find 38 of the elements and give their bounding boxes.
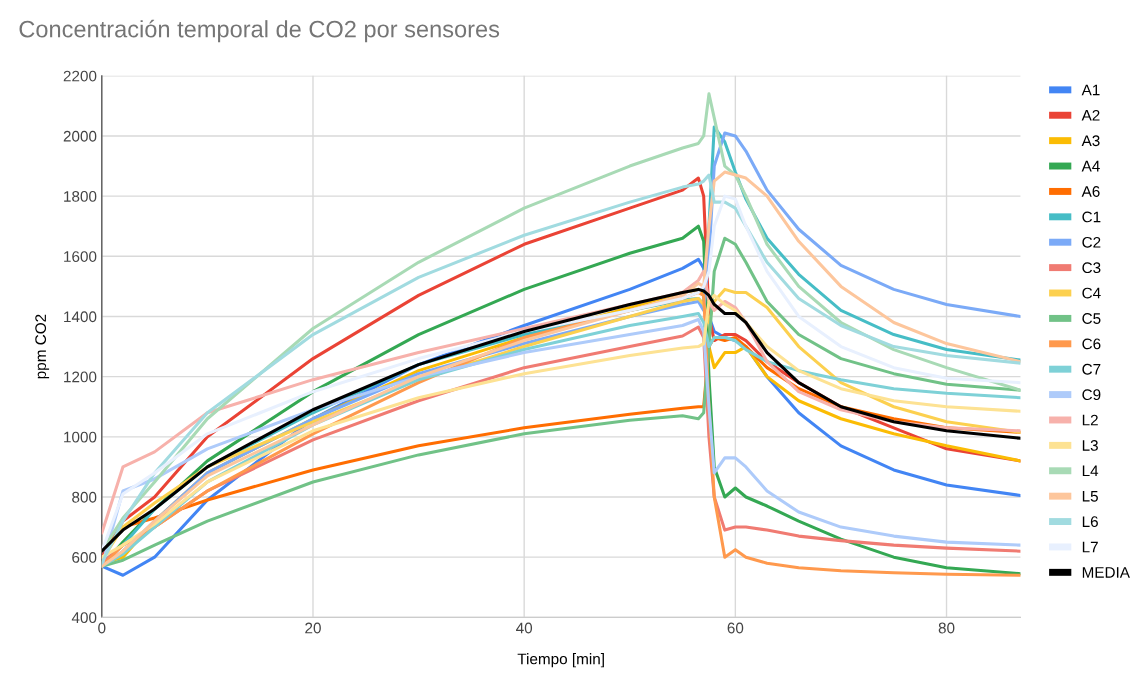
y-tick-label: 1000 (64, 431, 97, 443)
legend-label: C3 (1082, 262, 1101, 274)
y-tick-label: 400 (71, 612, 97, 624)
y-tick-label: 1600 (64, 251, 97, 262)
x-tick-label: 60 (727, 622, 744, 634)
y-tick-label: 1200 (64, 371, 97, 383)
legend-label: L6 (1082, 516, 1098, 528)
legend-label: C7 (1082, 363, 1101, 375)
legend-label: MEDIA (1082, 567, 1130, 578)
x-axis-title: Tiempo [min] (517, 653, 604, 668)
x-tick-label: 20 (305, 622, 321, 634)
legend-label: A3 (1081, 135, 1100, 147)
legend-label: C5 (1082, 313, 1101, 324)
legend-label: L7 (1082, 541, 1098, 553)
y-tick-label: 800 (72, 491, 97, 503)
y-axis-title: ppm CO2 (35, 314, 50, 379)
y-tick-label: 2000 (63, 130, 97, 142)
legend-label: A2 (1081, 109, 1100, 121)
x-tick-label: 0 (98, 622, 106, 634)
legend-label: C6 (1082, 338, 1101, 350)
legend-label: C2 (1082, 236, 1101, 248)
legend-label: C1 (1082, 211, 1101, 223)
legend-label: L3 (1082, 440, 1098, 451)
legend-label: L4 (1082, 465, 1099, 477)
legend-label: C4 (1082, 287, 1101, 299)
legend-label: L2 (1082, 414, 1098, 426)
legend-label: A4 (1081, 160, 1100, 172)
legend-label: C9 (1082, 389, 1101, 401)
x-tick-label: 80 (938, 622, 955, 634)
legend-label: A6 (1081, 186, 1100, 197)
chart-title: Concentración temporal de CO2 por sensores (19, 19, 500, 43)
y-tick-label: 2200 (63, 70, 97, 82)
y-tick-label: 1400 (64, 311, 97, 323)
y-tick-label: 600 (72, 552, 97, 563)
legend-label: A1 (1081, 84, 1100, 96)
legend-label: L5 (1082, 491, 1098, 502)
y-tick-label: 1800 (64, 191, 97, 202)
x-tick-label: 40 (516, 622, 533, 634)
